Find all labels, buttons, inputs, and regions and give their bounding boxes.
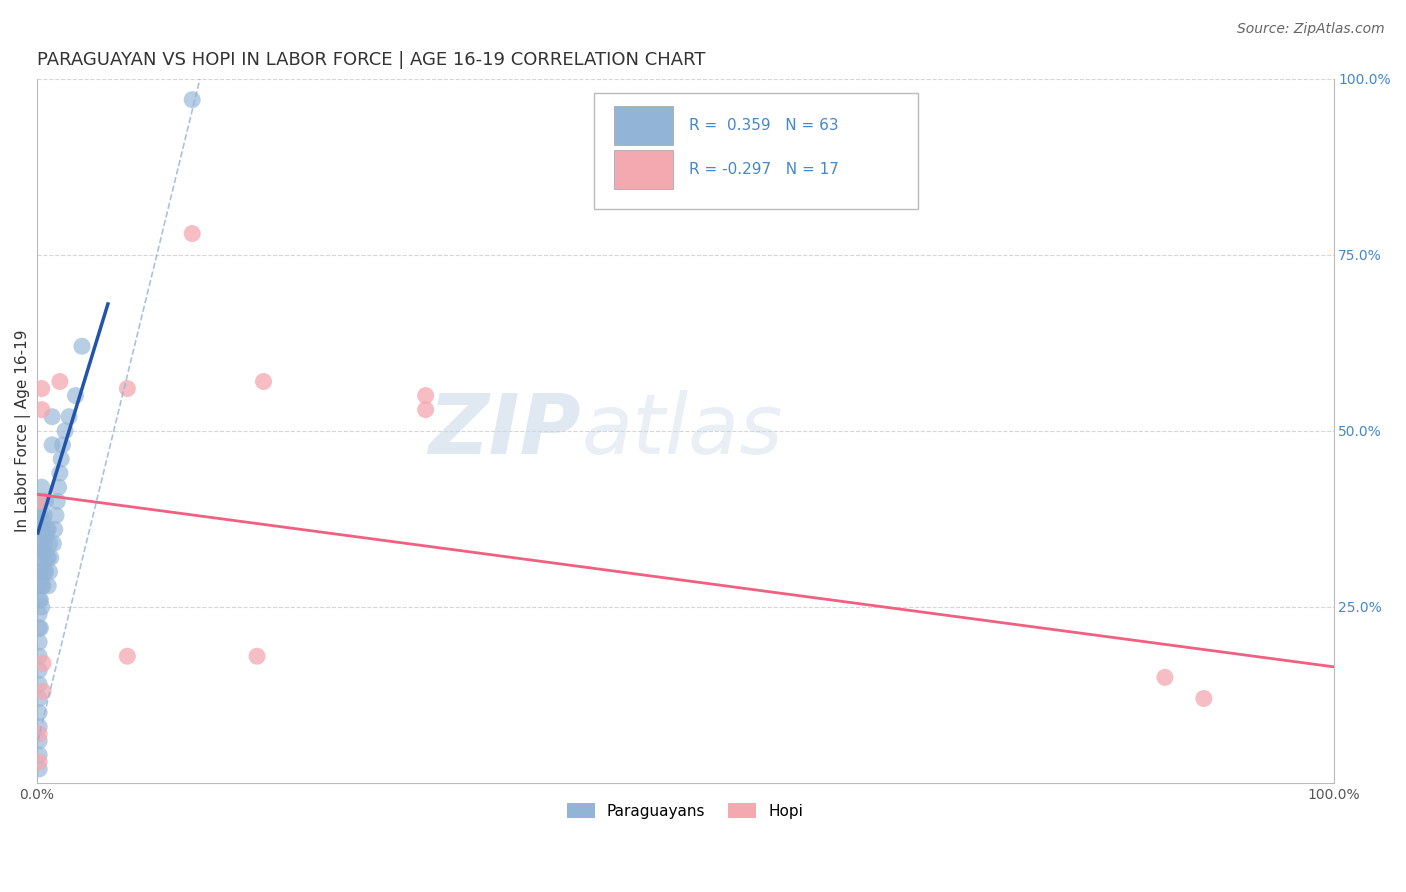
Point — [46, 494, 69, 508]
Point — [38, 565, 60, 579]
Text: PARAGUAYAN VS HOPI IN LABOR FORCE | AGE 16-19 CORRELATION CHART: PARAGUAYAN VS HOPI IN LABOR FORCE | AGE … — [37, 51, 704, 69]
Point — [32, 516, 55, 530]
Point — [28, 727, 51, 741]
Point — [65, 388, 87, 402]
Point — [44, 523, 66, 537]
Point — [32, 684, 55, 698]
Text: R =  0.359   N = 63: R = 0.359 N = 63 — [689, 119, 838, 133]
Point — [28, 755, 51, 769]
Point — [28, 649, 51, 664]
Point — [28, 621, 51, 635]
Point — [31, 599, 53, 614]
Point — [28, 593, 51, 607]
Point — [30, 621, 52, 635]
Point — [41, 409, 63, 424]
Point — [34, 494, 56, 508]
Point — [28, 494, 51, 508]
Point — [28, 747, 51, 762]
Point — [28, 635, 51, 649]
Point — [28, 536, 51, 550]
Point — [39, 550, 62, 565]
Point — [252, 375, 274, 389]
Point — [31, 382, 53, 396]
Point — [30, 536, 52, 550]
Point — [28, 508, 51, 523]
Point — [58, 409, 80, 424]
Point — [117, 382, 139, 396]
Point — [31, 550, 53, 565]
Point — [32, 657, 55, 671]
Point — [28, 677, 51, 691]
Point — [31, 402, 53, 417]
Y-axis label: In Labor Force | Age 16-19: In Labor Force | Age 16-19 — [15, 329, 31, 532]
Point — [34, 508, 56, 523]
Text: ZIP: ZIP — [429, 391, 581, 471]
Point — [49, 375, 72, 389]
Point — [35, 523, 58, 537]
Point — [31, 579, 53, 593]
Point — [42, 536, 65, 550]
Point — [51, 452, 73, 467]
Point — [28, 607, 51, 621]
Point — [34, 529, 56, 543]
Point — [41, 438, 63, 452]
Point — [28, 762, 51, 776]
FancyBboxPatch shape — [613, 150, 673, 189]
Point — [37, 579, 59, 593]
Point — [28, 523, 51, 537]
Point — [53, 424, 76, 438]
Point — [28, 565, 51, 579]
Point — [28, 706, 51, 720]
Point — [28, 663, 51, 677]
FancyBboxPatch shape — [613, 106, 673, 145]
Point — [37, 523, 59, 537]
Point — [181, 227, 204, 241]
Point — [246, 649, 269, 664]
Text: Source: ZipAtlas.com: Source: ZipAtlas.com — [1237, 22, 1385, 37]
Point — [28, 550, 51, 565]
Legend: Paraguayans, Hopi: Paraguayans, Hopi — [561, 797, 808, 825]
Point — [30, 508, 52, 523]
Point — [34, 565, 56, 579]
Point — [38, 536, 60, 550]
Point — [415, 388, 437, 402]
Point — [48, 480, 70, 494]
Point — [32, 543, 55, 558]
Point — [31, 480, 53, 494]
Point — [415, 402, 437, 417]
Point — [117, 649, 139, 664]
Point — [1192, 691, 1215, 706]
Point — [31, 494, 53, 508]
Text: atlas: atlas — [581, 391, 783, 471]
Point — [28, 494, 51, 508]
Point — [28, 579, 51, 593]
Point — [34, 536, 56, 550]
Point — [34, 565, 56, 579]
Text: R = -0.297   N = 17: R = -0.297 N = 17 — [689, 162, 839, 177]
Point — [32, 579, 55, 593]
Point — [49, 466, 72, 480]
FancyBboxPatch shape — [595, 93, 918, 209]
Point — [30, 565, 52, 579]
Point — [28, 720, 51, 734]
Point — [181, 93, 204, 107]
Point — [70, 339, 93, 353]
Point — [37, 550, 59, 565]
Point — [35, 550, 58, 565]
Point — [30, 593, 52, 607]
Point — [28, 691, 51, 706]
Point — [28, 733, 51, 747]
Point — [51, 438, 73, 452]
Point — [31, 523, 53, 537]
Point — [45, 508, 67, 523]
Point — [1154, 670, 1177, 684]
